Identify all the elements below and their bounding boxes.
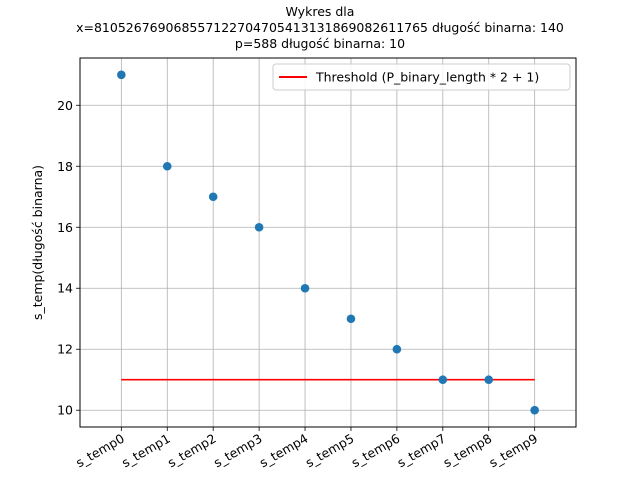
x-tick-label: s_temp4 [257,431,311,471]
x-tick-label: s_temp7 [395,431,449,471]
x-tick-label: s_temp8 [440,431,494,471]
legend: Threshold (P_binary_length * 2 + 1) [272,63,571,91]
grid-lines [80,58,576,427]
data-point [208,192,218,202]
x-tick-label: s_temp1 [119,431,173,471]
chart-title-line-1: Wykres dla [285,4,355,19]
data-point [300,283,310,293]
axis-ticks: s_temp0s_temp1s_temp2s_temp3s_temp4s_tem… [57,98,540,471]
y-axis-label: s_temp(długość binarna) [30,165,45,320]
data-point [484,375,494,385]
data-point [254,222,264,232]
x-tick-label: s_temp3 [211,431,265,471]
data-point [530,405,539,415]
data-point [162,161,172,171]
data-point [117,70,126,80]
x-tick-label: s_temp0 [73,431,127,471]
y-tick-label: 10 [57,403,73,418]
data-points [117,70,539,415]
x-tick-label: s_temp6 [349,431,403,471]
y-tick-label: 12 [57,342,73,357]
legend-box [272,63,571,91]
data-point [438,375,448,385]
legend-threshold-label: Threshold (P_binary_length * 2 + 1) [315,70,539,85]
x-tick-label: s_temp5 [303,431,357,471]
y-tick-label: 18 [57,159,73,174]
x-tick-label: s_temp9 [486,431,540,471]
y-tick-label: 14 [57,281,73,296]
y-tick-label: 16 [57,220,73,235]
x-tick-label: s_temp2 [165,431,219,471]
data-point [346,314,356,324]
y-tick-label: 20 [57,98,73,113]
chart-title-line-3: p=588 długość binarna: 10 [234,36,406,51]
data-point [392,344,402,354]
chart-title-line-2: x=81052676906855712270470541313186908261… [76,20,564,35]
axes-frame [79,57,577,428]
